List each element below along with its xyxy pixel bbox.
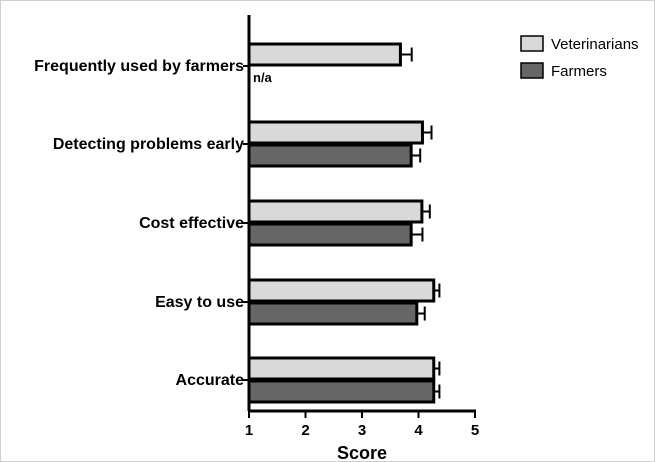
x-tick-label: 3	[358, 422, 366, 439]
x-axis-title: Score	[337, 443, 387, 462]
x-tick-label: 5	[471, 422, 479, 439]
bar-veterinarians	[247, 42, 402, 67]
labels-layer: n/a Frequently used by farmers Detecting p…	[34, 58, 272, 389]
bar-farmers	[247, 143, 413, 168]
category-label: Detecting problems early	[53, 136, 244, 153]
category-label: Cost effective	[139, 215, 244, 232]
x-tick-label: 1	[245, 422, 253, 439]
legend-label: Veterinarians	[551, 36, 639, 53]
category-label: Easy to use	[155, 294, 244, 311]
bars-layer	[247, 42, 441, 404]
bar-veterinarians	[247, 120, 424, 145]
bar-veterinarians	[247, 278, 436, 303]
category-label: Frequently used by farmers	[34, 58, 244, 75]
bar-farmers	[247, 379, 436, 404]
bar-farmers	[247, 301, 419, 326]
legend: Veterinarians Farmers	[520, 35, 639, 80]
category-label: Accurate	[176, 372, 245, 389]
bar-farmers	[247, 222, 413, 247]
x-tick-label: 4	[414, 422, 423, 439]
axes-layer: 1 2 3 4 5	[243, 15, 479, 439]
legend-label: Farmers	[551, 63, 607, 80]
legend-swatch	[520, 35, 544, 52]
bar-veterinarians	[247, 199, 424, 224]
x-tick-label: 2	[301, 422, 309, 439]
missing-value-label: n/a	[253, 70, 273, 85]
bar-veterinarians	[247, 356, 436, 381]
legend-swatch	[520, 62, 544, 79]
